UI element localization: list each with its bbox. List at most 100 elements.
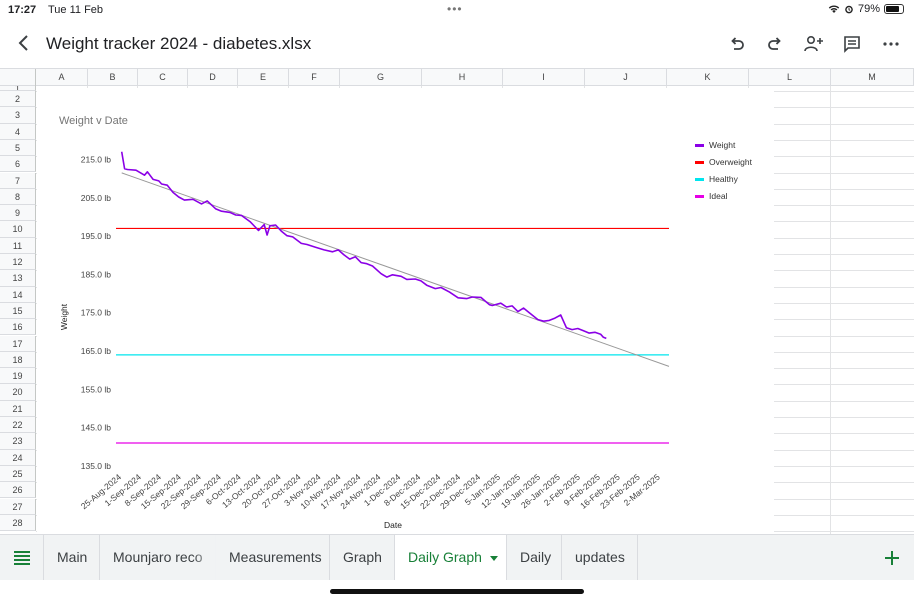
row-header-18[interactable]: 18 <box>0 351 36 369</box>
column-header-a[interactable]: A <box>36 69 88 86</box>
row-header-16[interactable]: 16 <box>0 319 36 336</box>
row-header-8[interactable]: 8 <box>0 188 36 206</box>
alarm-icon <box>845 5 853 14</box>
row-header-13[interactable]: 13 <box>0 270 36 287</box>
legend-label-ideal: Ideal <box>709 191 728 201</box>
column-header-j[interactable]: J <box>585 69 667 86</box>
y-tick-label: 135.0 lb <box>81 461 112 471</box>
document-title: Weight tracker 2024 - diabetes.xlsx <box>46 34 312 53</box>
row-header-12[interactable]: 12 <box>0 254 36 271</box>
legend-label-healthy: Healthy <box>709 174 739 184</box>
row-header-14[interactable]: 14 <box>0 286 36 303</box>
select-all-corner[interactable] <box>0 69 36 86</box>
tab-graph[interactable]: Graph <box>330 535 395 580</box>
legend-swatch-ideal <box>695 195 704 198</box>
tab-label: Mounjaro reco <box>113 549 203 565</box>
row-header-7[interactable]: 7 <box>0 172 36 189</box>
row-header-26[interactable]: 26 <box>0 482 36 499</box>
column-header-m[interactable]: M <box>831 69 914 86</box>
add-sheet-button[interactable] <box>870 535 914 580</box>
tab-main[interactable]: Main <box>44 535 100 580</box>
redo-button[interactable] <box>763 32 787 56</box>
y-tick-label: 215.0 lb <box>81 154 112 164</box>
y-tick-label: 185.0 lb <box>81 269 112 279</box>
share-button[interactable] <box>802 32 826 56</box>
back-button[interactable] <box>14 31 34 55</box>
row-header-24[interactable]: 24 <box>0 449 36 466</box>
tab-label: Measurements <box>229 549 322 565</box>
add-person-icon <box>804 35 823 52</box>
x-axis-label: Date <box>384 520 402 530</box>
tab-updates[interactable]: updates <box>562 535 638 580</box>
chevron-left-icon <box>18 35 28 51</box>
comment-icon <box>844 36 860 53</box>
tab-label: Main <box>57 549 88 565</box>
y-tick-label: 155.0 lb <box>81 384 112 394</box>
tab-label: Daily Graph <box>408 549 482 565</box>
status-date: Tue 11 Feb <box>48 4 104 16</box>
row-header-3[interactable]: 3 <box>0 107 36 124</box>
legend-swatch-weight <box>695 144 704 147</box>
row-header-28[interactable]: 28 <box>0 514 36 532</box>
row-header-20[interactable]: 20 <box>0 384 36 401</box>
series-line-weight <box>120 151 607 340</box>
row-header-10[interactable]: 10 <box>0 221 36 238</box>
tab-menu-caret-icon[interactable] <box>489 555 498 561</box>
tab-label: updates <box>575 549 625 565</box>
multitasking-dots-icon[interactable]: ••• <box>447 2 463 16</box>
more-options-button[interactable] <box>879 32 903 56</box>
column-header-k[interactable]: K <box>667 69 749 86</box>
row-header-9[interactable]: 9 <box>0 205 36 222</box>
status-bar: 17:27 Tue 11 Feb ••• 79% <box>0 0 914 20</box>
column-header-e[interactable]: E <box>238 69 289 86</box>
row-header-5[interactable]: 5 <box>0 139 36 157</box>
row-header-27[interactable]: 27 <box>0 498 36 515</box>
y-tick-label: 145.0 lb <box>81 423 112 433</box>
column-header-i[interactable]: I <box>503 69 585 86</box>
column-header-h[interactable]: H <box>422 69 503 86</box>
title-bar: Weight tracker 2024 - diabetes.xlsx <box>0 20 914 68</box>
row-header-22[interactable]: 22 <box>0 417 36 434</box>
all-sheets-button[interactable] <box>0 535 44 580</box>
chart-canvas: Weight v Date 215.0 lb 205.0 lb 195.0 lb 185… <box>59 115 753 530</box>
row-header-2[interactable]: 2 <box>0 91 36 108</box>
tab-mounjaro-reco[interactable]: Mounjaro reco <box>100 535 216 580</box>
y-axis-label: Weight <box>59 303 69 330</box>
row-header-25[interactable]: 25 <box>0 465 36 483</box>
column-header-b[interactable]: B <box>88 69 138 86</box>
row-header-21[interactable]: 21 <box>0 400 36 417</box>
column-header-l[interactable]: L <box>749 69 831 86</box>
tab-label: Graph <box>343 549 382 565</box>
row-header-17[interactable]: 17 <box>0 335 36 352</box>
column-gridline <box>830 86 831 534</box>
row-header-19[interactable]: 19 <box>0 368 36 385</box>
column-header-d[interactable]: D <box>188 69 238 86</box>
chart-weight-v-date[interactable]: Weight v Date 215.0 lb 205.0 lb 195.0 lb 185… <box>37 88 774 534</box>
home-indicator[interactable] <box>330 589 584 594</box>
undo-button[interactable] <box>725 32 749 56</box>
battery-percent: 79% <box>857 3 880 15</box>
tab-measurements[interactable]: Measurements <box>216 535 330 580</box>
legend-swatch-overweight <box>695 161 704 164</box>
column-header-c[interactable]: C <box>138 69 188 86</box>
battery-icon <box>884 4 904 14</box>
status-time: 17:27 <box>8 4 37 16</box>
tab-daily-graph[interactable]: Daily Graph <box>395 535 507 580</box>
undo-icon <box>731 37 744 50</box>
row-header-1[interactable]: 1 <box>0 86 36 91</box>
sheets-list-icon <box>14 551 30 565</box>
comments-button[interactable] <box>840 32 864 56</box>
column-header-g[interactable]: G <box>340 69 422 86</box>
tab-daily[interactable]: Daily <box>507 535 562 580</box>
column-header-f[interactable]: F <box>289 69 340 86</box>
wifi-icon <box>828 5 840 13</box>
redo-icon <box>768 37 781 50</box>
tab-label: Daily <box>520 549 552 565</box>
row-header-23[interactable]: 23 <box>0 433 36 450</box>
row-header-4[interactable]: 4 <box>0 123 36 140</box>
row-header-11[interactable]: 11 <box>0 237 36 254</box>
row-header-15[interactable]: 15 <box>0 302 36 320</box>
row-header-6[interactable]: 6 <box>0 156 36 173</box>
